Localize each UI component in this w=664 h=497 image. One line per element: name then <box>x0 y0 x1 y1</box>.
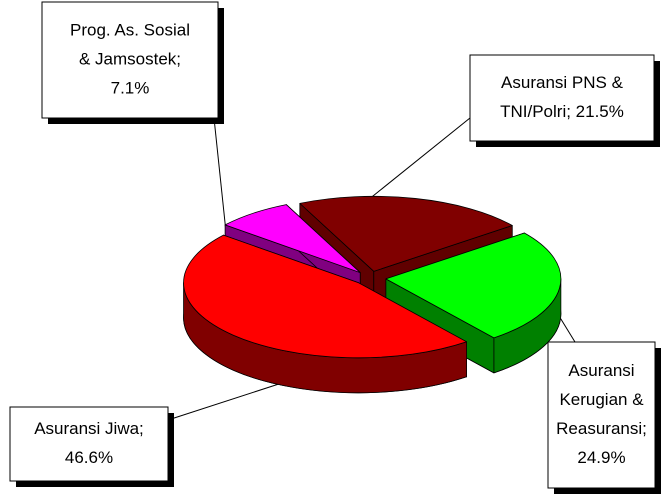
label-box <box>41 1 219 119</box>
data-label: 7.1% <box>111 78 150 97</box>
data-label: 24.9% <box>577 448 625 467</box>
slice-top <box>385 232 562 339</box>
label-box <box>469 54 655 142</box>
label-box <box>9 406 169 482</box>
layer-labels: Asuransi PNS & TNI/Polri; 21.5% Asuransi Ke… <box>9 1 661 494</box>
data-label: TNI/Polri; 21.5% <box>500 102 624 121</box>
label-box <box>547 341 656 489</box>
slice <box>183 234 468 394</box>
leader-line <box>213 117 227 233</box>
slice-top <box>299 195 513 272</box>
slice-top <box>224 204 361 273</box>
data-label: Asuransi Jiwa; <box>34 419 144 438</box>
leader-line <box>367 117 471 201</box>
data-label: Reasuransi; <box>556 419 647 438</box>
data-label: Asuransi PNS & <box>501 73 624 92</box>
data-label: Prog. As. Sosial <box>70 20 190 39</box>
data-label: 46.6% <box>65 448 113 467</box>
slice-top <box>183 234 468 359</box>
leader-line <box>167 381 286 421</box>
data-label: Asuransi <box>568 361 634 380</box>
data-label: Kerugian & <box>559 390 644 409</box>
data-label: & Jamsostek; <box>79 49 181 68</box>
